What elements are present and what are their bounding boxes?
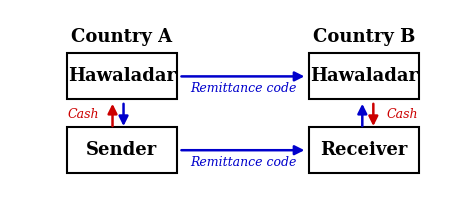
FancyBboxPatch shape	[66, 127, 177, 173]
FancyBboxPatch shape	[309, 127, 419, 173]
Text: Remittance code: Remittance code	[190, 156, 296, 169]
Text: Hawaladar: Hawaladar	[310, 67, 418, 85]
Text: Remittance code: Remittance code	[190, 82, 296, 95]
FancyBboxPatch shape	[66, 53, 177, 99]
Text: Hawaladar: Hawaladar	[68, 67, 176, 85]
Text: Cash: Cash	[67, 108, 99, 121]
Text: Cash: Cash	[387, 108, 419, 121]
FancyBboxPatch shape	[309, 53, 419, 99]
Text: Country B: Country B	[313, 28, 415, 46]
Text: Country A: Country A	[71, 28, 172, 46]
Text: Sender: Sender	[86, 141, 157, 159]
Text: Receiver: Receiver	[320, 141, 408, 159]
